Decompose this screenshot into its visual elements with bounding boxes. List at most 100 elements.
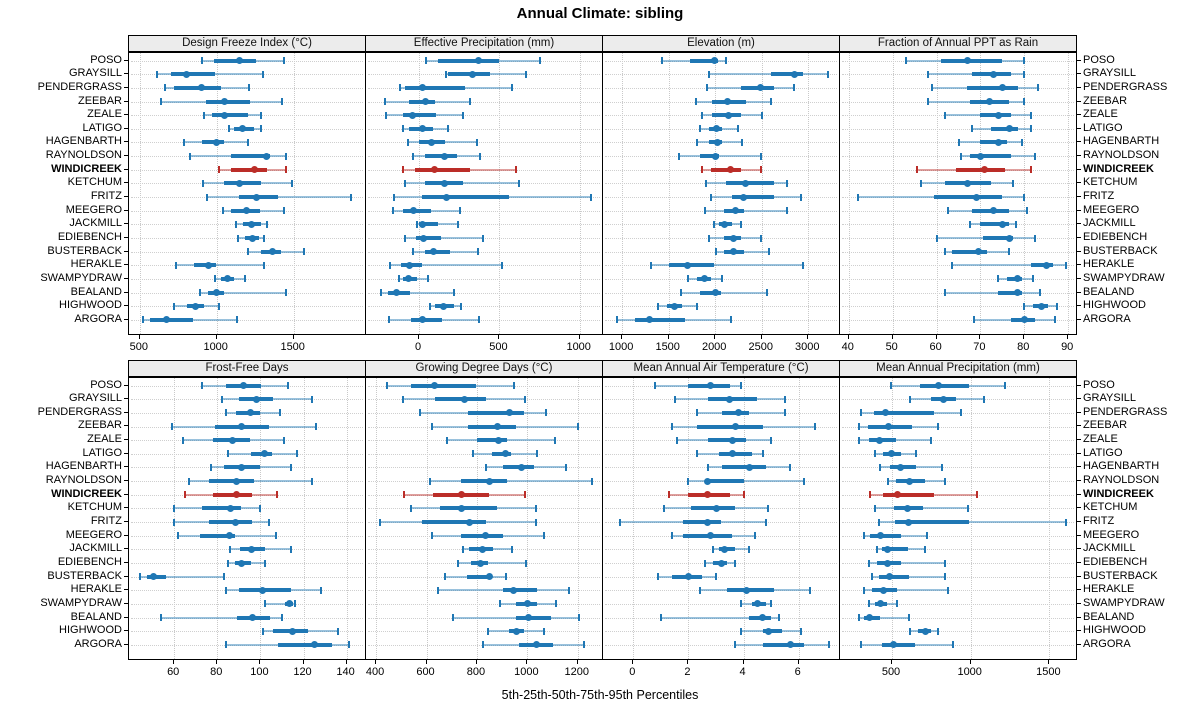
site-label-left-swampydraw: SWAMPYDRAW bbox=[40, 271, 122, 284]
row-gridline bbox=[605, 412, 837, 414]
median-dot-zeale bbox=[994, 111, 1002, 119]
row-gridline bbox=[368, 251, 600, 253]
median-dot-windicreek bbox=[458, 491, 466, 499]
whisker-cap bbox=[283, 436, 286, 444]
median-dot-ketchum bbox=[458, 504, 466, 512]
site-label-right-highwood: HIGHWOOD bbox=[1083, 299, 1146, 312]
row-gridline bbox=[368, 631, 600, 633]
iqr-bar-raynoldson bbox=[231, 154, 271, 158]
median-dot-bealand bbox=[212, 289, 220, 297]
whisker-cap bbox=[616, 316, 619, 324]
whisker-cap bbox=[429, 477, 432, 485]
whisker-cap bbox=[857, 436, 860, 444]
row-tick-right bbox=[1077, 589, 1081, 591]
row-gridline bbox=[131, 292, 363, 294]
iqr-bar-graysill bbox=[435, 397, 486, 402]
whisker-cap bbox=[968, 220, 971, 228]
whisker-cap bbox=[578, 614, 580, 622]
axis-tick-label: 500 bbox=[881, 666, 901, 678]
whisker-cap bbox=[311, 395, 314, 403]
whisker-cap bbox=[274, 532, 277, 540]
whisker-cap bbox=[1034, 152, 1037, 160]
whisker-cap bbox=[504, 573, 507, 581]
whisker-cap bbox=[687, 477, 690, 485]
gridline-vertical bbox=[892, 378, 893, 659]
median-dot-raynoldson bbox=[704, 477, 712, 485]
gridline-vertical bbox=[688, 378, 690, 659]
median-dot-pendergrass bbox=[418, 84, 426, 92]
whisker-line-bealand bbox=[381, 291, 454, 294]
whisker-cap bbox=[261, 70, 264, 78]
site-label-left-raynoldson: RAYNOLDSON bbox=[45, 149, 122, 162]
gridline-vertical bbox=[527, 378, 529, 659]
whisker-cap bbox=[662, 504, 665, 512]
whisker-cap bbox=[857, 423, 860, 430]
row-gridline bbox=[842, 535, 1074, 537]
whisker-cap bbox=[935, 234, 938, 242]
median-dot-highwood bbox=[1038, 302, 1046, 310]
median-dot-poso bbox=[934, 382, 942, 389]
whisker-cap bbox=[171, 423, 174, 430]
axis-tick-label: 70 bbox=[973, 341, 986, 353]
iqr-bar-windicreek bbox=[710, 167, 741, 172]
median-dot-jackmill bbox=[721, 220, 728, 228]
whisker-cap bbox=[484, 463, 487, 471]
site-label-left-zeebar: ZEEBAR bbox=[77, 419, 122, 432]
iqr-bar-pendergrass bbox=[405, 85, 465, 90]
whisker-cap bbox=[568, 586, 570, 594]
whisker-cap bbox=[983, 395, 986, 403]
site-label-right-raynoldson: RAYNOLDSON bbox=[1083, 474, 1160, 487]
median-dot-argora bbox=[418, 316, 426, 324]
axis-tick-label: 500 bbox=[129, 341, 148, 353]
median-dot-swampydraw bbox=[1014, 275, 1022, 283]
site-label-right-windicreek: WINDICREEK bbox=[1083, 162, 1154, 175]
whisker-cap bbox=[248, 84, 250, 92]
iqr-bar-busterback bbox=[879, 574, 910, 579]
whisker-cap bbox=[862, 532, 865, 540]
iqr-bar-windicreek bbox=[882, 492, 934, 497]
axis-tick bbox=[578, 335, 580, 339]
axis-tick bbox=[742, 660, 744, 664]
gridline-vertical bbox=[303, 378, 305, 659]
whisker-cap bbox=[244, 275, 247, 283]
median-dot-jackmill bbox=[247, 220, 255, 228]
whisker-cap bbox=[278, 409, 281, 417]
whisker-line-meegero bbox=[704, 209, 787, 212]
median-dot-swampydraw bbox=[405, 275, 413, 283]
whisker-cap bbox=[402, 125, 404, 133]
whisker-cap bbox=[783, 409, 786, 417]
gridline-vertical bbox=[1068, 53, 1070, 334]
median-dot-graysill bbox=[940, 395, 948, 403]
median-dot-argora bbox=[786, 641, 794, 649]
row-gridline bbox=[131, 74, 363, 76]
row-gridline bbox=[368, 278, 600, 280]
median-dot-busterback bbox=[268, 248, 276, 256]
iqr-bar-argora bbox=[149, 317, 193, 322]
row-gridline bbox=[605, 576, 837, 578]
whisker-line-bealand bbox=[945, 291, 1040, 294]
whisker-cap bbox=[517, 179, 520, 187]
row-gridline bbox=[842, 156, 1074, 157]
site-label-left-jackmill: JACKMILL bbox=[69, 217, 122, 230]
axis-tick bbox=[302, 660, 304, 664]
site-label-right-zeebar: ZEEBAR bbox=[1083, 419, 1128, 432]
panel-plot-design-freeze-index-c bbox=[128, 52, 366, 335]
row-gridline bbox=[605, 74, 837, 76]
site-label-left-graysill: GRAYSILL bbox=[69, 67, 122, 80]
iqr-bar-hagenbarth bbox=[980, 140, 1007, 145]
median-dot-herakle bbox=[405, 261, 413, 269]
row-tick-right bbox=[1077, 480, 1081, 482]
whisker-cap bbox=[976, 491, 978, 499]
iqr-bar-ketchum bbox=[202, 506, 242, 511]
whisker-cap bbox=[877, 518, 880, 526]
whisker-cap bbox=[714, 248, 717, 256]
row-tick-right bbox=[1077, 575, 1081, 577]
whisker-cap bbox=[487, 627, 490, 635]
whisker-cap bbox=[760, 166, 763, 174]
whisker-cap bbox=[452, 289, 455, 297]
whisker-cap bbox=[482, 641, 485, 649]
row-tick-left bbox=[124, 141, 128, 143]
median-dot-latigo bbox=[418, 125, 426, 133]
whisker-line-bealand bbox=[199, 291, 286, 294]
site-label-right-bealand: BEALAND bbox=[1083, 610, 1135, 623]
